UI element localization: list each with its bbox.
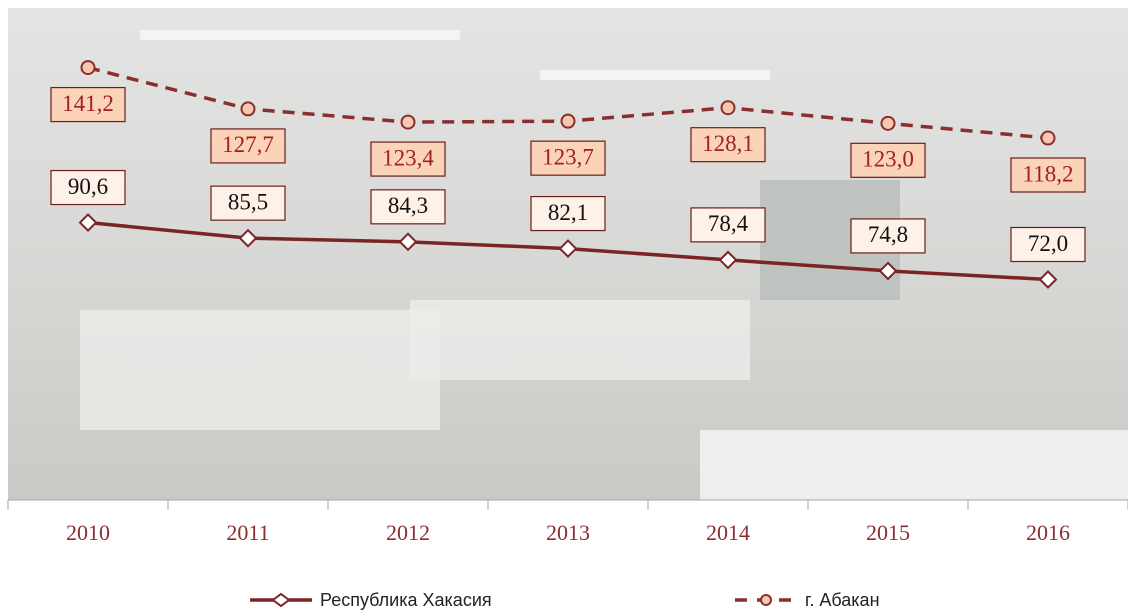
bed	[80, 310, 440, 430]
point	[400, 114, 416, 130]
x-tick-label: 2010	[66, 520, 110, 545]
x-tick-label: 2016	[1026, 520, 1070, 545]
bed	[410, 300, 750, 380]
value-label-box	[370, 189, 446, 225]
value-label: 72,0	[1028, 231, 1068, 256]
point	[240, 101, 256, 117]
point	[1040, 130, 1056, 146]
point	[880, 115, 896, 131]
value-label-box	[850, 218, 926, 254]
lamp	[540, 70, 770, 80]
point	[558, 239, 578, 258]
value-label: 118,2	[1023, 161, 1074, 186]
point	[1038, 270, 1058, 289]
legend-label: г. Абакан	[805, 590, 880, 610]
value-label: 85,5	[228, 189, 268, 214]
point	[238, 228, 258, 248]
value-label-box	[1010, 157, 1086, 193]
value-label-box	[50, 169, 126, 206]
x-tick-label: 2015	[866, 520, 910, 545]
value-label-box	[370, 141, 446, 177]
value-label: 123,7	[542, 144, 594, 169]
point	[878, 261, 898, 281]
value-label: 74,8	[868, 222, 908, 247]
value-label-box	[530, 195, 606, 232]
point	[80, 60, 96, 76]
value-label: 123,0	[862, 147, 914, 172]
x-tick-label: 2014	[706, 520, 750, 545]
value-label-box	[210, 185, 286, 221]
value-label: 84,3	[388, 193, 428, 218]
point	[398, 232, 418, 252]
x-tick-label: 2013	[546, 520, 590, 545]
x-tick-label: 2012	[386, 520, 430, 545]
value-label: 90,6	[68, 174, 108, 199]
legend-marker	[271, 592, 291, 608]
value-label: 123,4	[382, 145, 434, 170]
value-label-box	[690, 207, 766, 243]
value-label: 127,7	[222, 132, 274, 157]
point	[718, 250, 738, 270]
value-label: 128,1	[702, 131, 754, 156]
point	[720, 100, 736, 116]
value-label: 78,4	[708, 211, 749, 236]
value-label-box	[210, 128, 286, 164]
value-label: 141,2	[62, 91, 114, 116]
value-label-box	[530, 140, 606, 176]
bed	[700, 430, 1128, 500]
value-label: 82,1	[548, 200, 588, 225]
value-label-box	[1010, 226, 1086, 263]
point	[78, 213, 98, 232]
lamp	[140, 30, 460, 40]
legend-marker	[760, 594, 772, 606]
x-tick-label: 2011	[226, 520, 269, 545]
legend-label: Республика Хакасия	[320, 590, 492, 610]
value-label-box	[690, 127, 766, 163]
value-label-box	[850, 142, 926, 178]
point	[560, 113, 576, 129]
value-label-box	[50, 86, 126, 123]
